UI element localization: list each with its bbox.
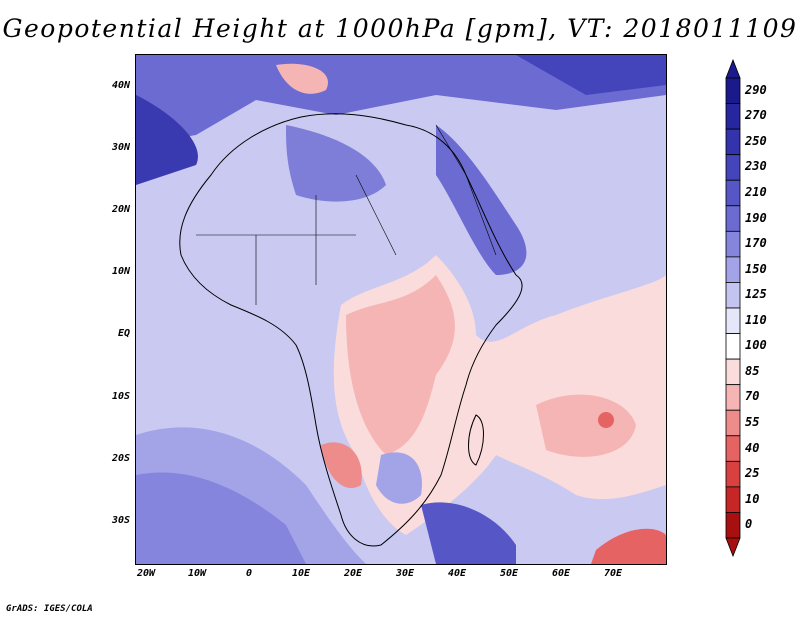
lon-label-20w: 20W bbox=[136, 568, 156, 579]
colorbar-segment bbox=[725, 384, 741, 411]
colorbar-label: 230 bbox=[745, 159, 767, 174]
colorbar-label: 270 bbox=[745, 108, 767, 123]
colorbar-arrow-top bbox=[725, 58, 741, 79]
colorbar-label: 110 bbox=[745, 312, 767, 327]
lon-label-40e: 40E bbox=[447, 568, 467, 579]
colorbar-segment bbox=[725, 435, 741, 462]
colorbar-segment bbox=[725, 103, 741, 130]
lon-label-30e: 30E bbox=[395, 568, 415, 579]
colorbar-segment bbox=[725, 179, 741, 207]
colorbar-label: 250 bbox=[745, 133, 767, 148]
colorbar-segment bbox=[725, 358, 741, 386]
colorbar-label: 150 bbox=[745, 261, 767, 276]
colorbar-segment bbox=[725, 205, 741, 232]
map-panel bbox=[135, 54, 667, 565]
colorbar-label: 170 bbox=[745, 236, 767, 251]
colorbar-label: 0 bbox=[745, 517, 753, 532]
colorbar-label: 70 bbox=[745, 389, 760, 404]
colorbar bbox=[725, 58, 741, 558]
colorbar-segment bbox=[725, 486, 741, 513]
lat-label-10s: 10S bbox=[111, 391, 130, 402]
lat-label-eq: EQ bbox=[117, 328, 130, 339]
colorbar-label: 85 bbox=[745, 363, 760, 378]
colorbar-label: 125 bbox=[745, 287, 767, 302]
colorbar-segment bbox=[725, 460, 741, 488]
colorbar-segment bbox=[725, 256, 741, 283]
lon-label-60e: 60E bbox=[551, 568, 571, 579]
colorbar-label: 100 bbox=[745, 338, 767, 353]
colorbar-label: 290 bbox=[745, 82, 767, 97]
lon-label-10e: 10E bbox=[291, 568, 311, 579]
lat-label-10n: 10N bbox=[111, 266, 130, 277]
colorbar-arrow-bottom bbox=[725, 537, 741, 558]
lat-label-20n: 20N bbox=[111, 204, 130, 215]
colorbar-segment bbox=[725, 307, 741, 334]
lon-label-50e: 50E bbox=[499, 568, 519, 579]
map-canvas bbox=[136, 55, 666, 564]
lon-label-10w: 10W bbox=[187, 568, 207, 579]
colorbar-segment bbox=[725, 230, 741, 258]
colorbar-segment bbox=[725, 409, 741, 437]
colorbar-label: 55 bbox=[745, 415, 760, 429]
lat-label-20s: 20S bbox=[111, 453, 130, 464]
colorbar-label: 210 bbox=[745, 185, 767, 199]
colorbar-segment bbox=[725, 333, 741, 360]
colorbar-label: 190 bbox=[745, 210, 767, 225]
map-title: Geopotential Height at 1000hPa [gpm], VT… bbox=[2, 14, 798, 43]
lat-label-40n: 40N bbox=[111, 80, 130, 91]
lon-label-0: 0 bbox=[245, 568, 253, 579]
colorbar-label: 40 bbox=[745, 440, 760, 455]
colorbar-segment bbox=[725, 282, 741, 309]
grads-credit: GrADS: IGES/COLA bbox=[6, 604, 93, 614]
colorbar-segment bbox=[725, 77, 741, 104]
colorbar-label: 25 bbox=[745, 466, 760, 481]
colorbar-segment bbox=[725, 154, 741, 181]
lon-label-20e: 20E bbox=[343, 568, 363, 579]
colorbar-segment bbox=[725, 128, 741, 156]
lat-label-30s: 30S bbox=[111, 515, 130, 526]
colorbar-segment bbox=[725, 512, 741, 539]
lon-label-70e: 70E bbox=[603, 568, 623, 579]
colorbar-label: 10 bbox=[745, 491, 760, 506]
lat-label-30n: 30N bbox=[111, 142, 130, 153]
